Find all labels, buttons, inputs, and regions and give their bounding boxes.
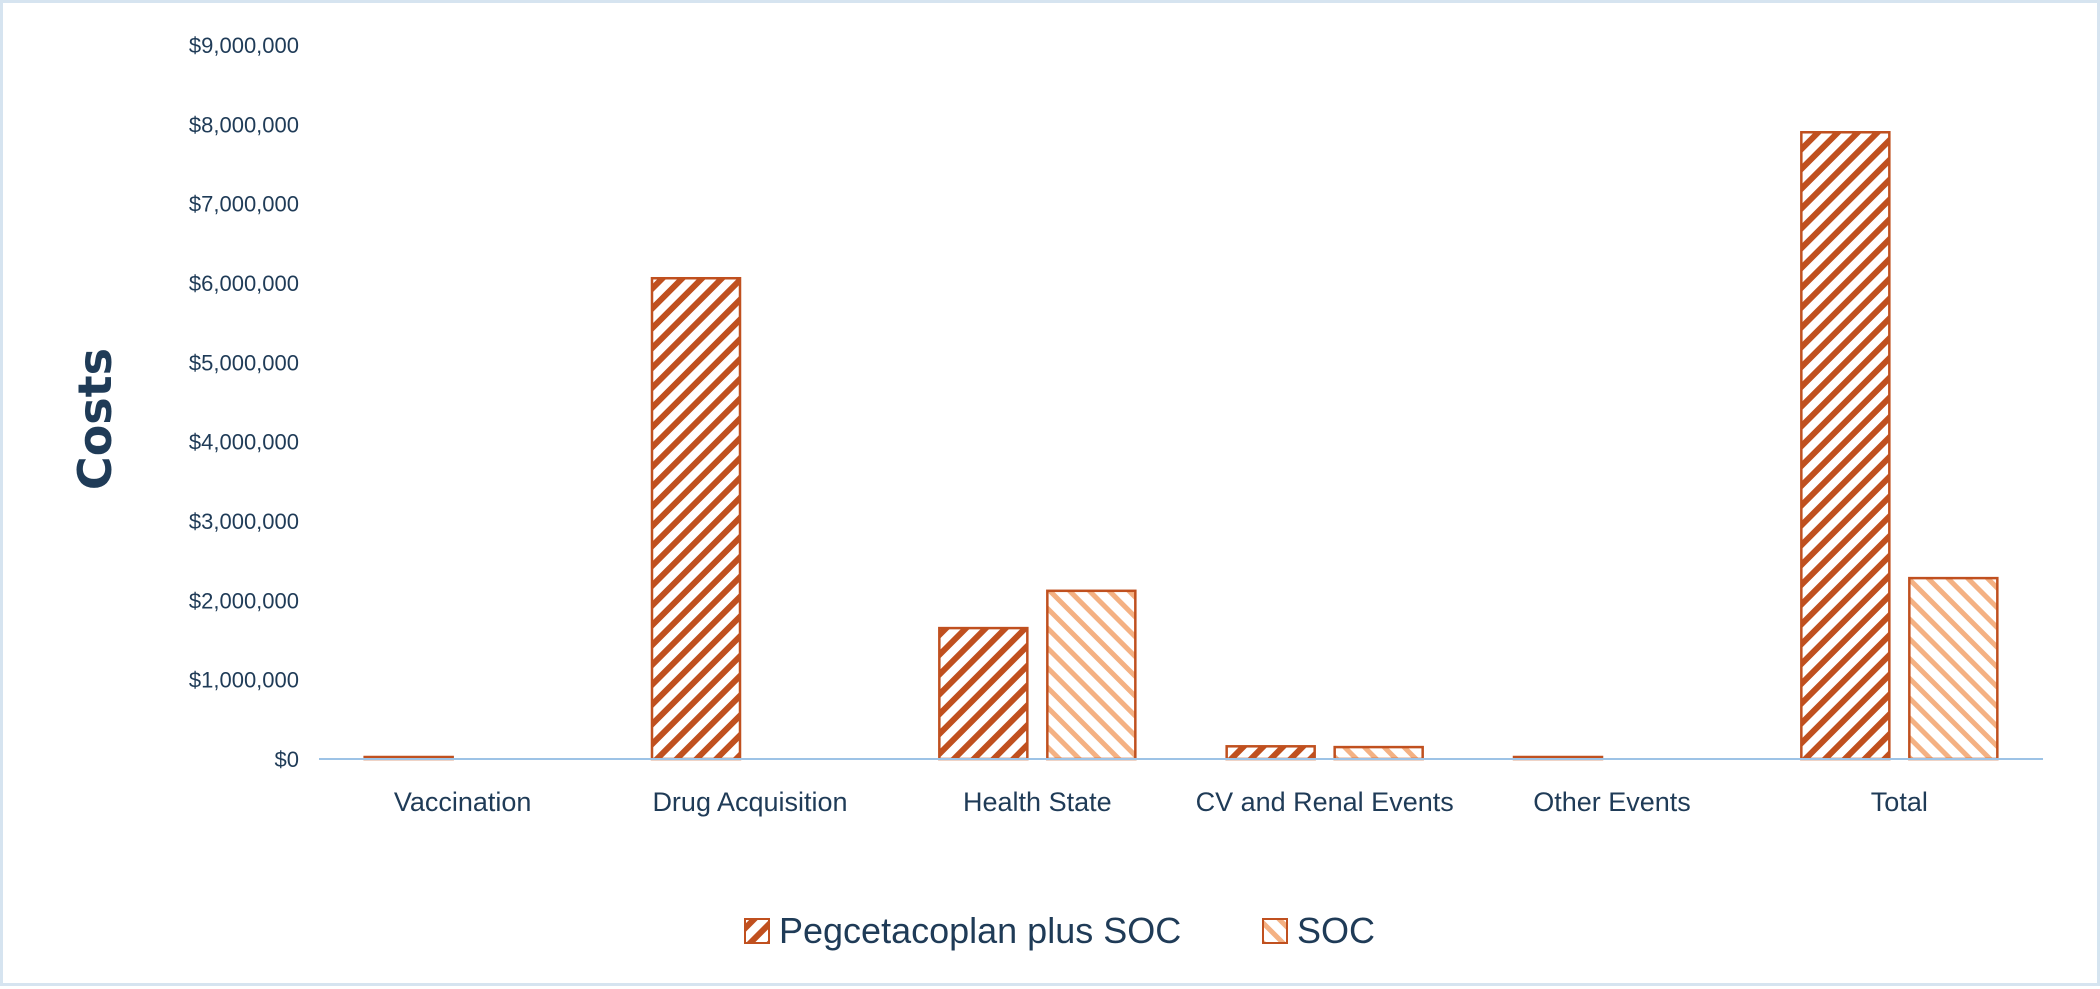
legend-label: SOC [1297, 910, 1375, 951]
bar-pegcetacoplan-plus-soc [650, 276, 742, 761]
x-axis-categories: Vaccination Drug Acquisition Health State C… [394, 787, 1928, 817]
y-tick-label: $7,000,000 [189, 192, 299, 217]
bar-soc [1908, 576, 1999, 761]
y-tick-label: $3,000,000 [189, 509, 299, 534]
y-tick-label: $4,000,000 [189, 430, 299, 455]
legend-swatch-pegcetacoplan-plus-soc [744, 918, 770, 944]
y-axis-ticks: $0 $1,000,000 $2,000,000 $3,000,000 $4,000,0… [189, 33, 299, 772]
x-category-label: CV and Renal Events [1196, 787, 1454, 817]
y-tick-label: $6,000,000 [189, 271, 299, 296]
y-tick-label: $8,000,000 [189, 112, 299, 137]
bar-soc [1046, 589, 1137, 761]
bar-chart: $0 $1,000,000 $2,000,000 $3,000,000 $4,000,0… [68, 33, 2043, 951]
y-tick-label: $5,000,000 [189, 350, 299, 375]
x-category-label: Other Events [1533, 787, 1691, 817]
bar-soc [1333, 745, 1424, 761]
y-tick-label: $1,000,000 [189, 668, 299, 693]
legend: Pegcetacoplan plus SOC SOC [744, 910, 1375, 951]
legend-label: Pegcetacoplan plus SOC [779, 910, 1181, 951]
x-category-label: Drug Acquisition [652, 787, 847, 817]
y-tick-label: $2,000,000 [189, 588, 299, 613]
x-category-label: Total [1871, 787, 1928, 817]
x-category-label: Health State [963, 787, 1112, 817]
bar-series [363, 131, 1999, 761]
x-category-label: Vaccination [394, 787, 532, 817]
y-tick-label: $9,000,000 [189, 33, 299, 58]
legend-swatch-soc [1262, 918, 1288, 944]
bar-pegcetacoplan-plus-soc [1225, 745, 1316, 761]
bar-pegcetacoplan-plus-soc [1800, 131, 1891, 761]
y-axis-title: Costs [68, 348, 122, 490]
bar-pegcetacoplan-plus-soc [938, 626, 1029, 761]
y-tick-label: $0 [275, 747, 299, 772]
